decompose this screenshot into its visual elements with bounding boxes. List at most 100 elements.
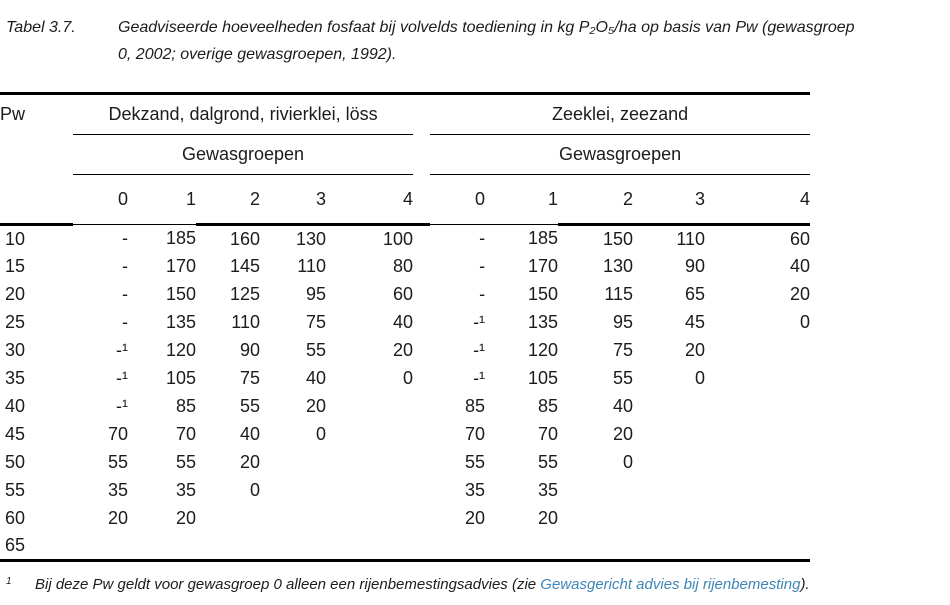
value-cell bbox=[485, 532, 559, 562]
crop-groups-left-label: Gewasgroepen bbox=[73, 134, 414, 175]
value-cell: 65 bbox=[685, 284, 706, 304]
value-cell: 70 bbox=[465, 424, 486, 444]
column-header: 4 bbox=[326, 174, 414, 226]
value-cell: 20 bbox=[613, 424, 634, 444]
value-cell: - bbox=[479, 284, 486, 304]
value-cell: 100 bbox=[383, 228, 414, 249]
footnote: 1 Bij deze Pw geldt voor gewasgroep 0 al… bbox=[6, 576, 950, 593]
soil-group-header-row: Pw Dekzand, dalgrond, rivierklei, löss Z… bbox=[0, 93, 811, 135]
value-cell: 110 bbox=[676, 228, 706, 249]
group-gap bbox=[413, 393, 430, 421]
column-header: 1 bbox=[128, 174, 196, 225]
value-cell bbox=[705, 532, 811, 562]
value-cell bbox=[558, 477, 633, 505]
value-cell: 20 bbox=[393, 340, 414, 360]
footnote-text: Bij deze Pw geldt voor gewasgroep 0 alle… bbox=[35, 576, 810, 593]
value-cell: 70 bbox=[538, 424, 559, 444]
pw-value: 15 bbox=[5, 256, 26, 276]
value-cell: 20 bbox=[107, 508, 128, 528]
value-cell: 95 bbox=[305, 284, 326, 304]
value-cell: 130 bbox=[295, 228, 326, 249]
value-cell: 20 bbox=[685, 340, 706, 360]
value-cell bbox=[633, 532, 706, 562]
value-cell: 75 bbox=[613, 340, 634, 360]
value-cell bbox=[705, 393, 810, 421]
value-cell: 170 bbox=[528, 256, 559, 276]
table-caption-line2: 0, 2002; overige gewasgroepen, 1992). bbox=[118, 46, 397, 63]
pw-value: 45 bbox=[5, 424, 26, 444]
value-cell: 90 bbox=[239, 340, 260, 360]
value-cell: 40 bbox=[393, 312, 414, 332]
value-cell bbox=[633, 505, 705, 533]
value-cell bbox=[326, 532, 414, 562]
value-cell bbox=[558, 532, 634, 562]
group-gap bbox=[413, 532, 431, 562]
value-cell bbox=[128, 532, 196, 562]
group-gap bbox=[413, 449, 430, 477]
value-cell: 45 bbox=[685, 312, 706, 332]
pw-value: 10 bbox=[5, 228, 26, 249]
value-cell: - bbox=[122, 312, 128, 332]
value-cell: 80 bbox=[393, 256, 414, 276]
column-header: 3 bbox=[260, 174, 326, 226]
value-cell bbox=[705, 337, 810, 365]
column-header: 1 bbox=[485, 174, 559, 225]
value-cell: 20 bbox=[538, 508, 559, 528]
value-cell: 60 bbox=[393, 284, 414, 304]
value-cell: 110 bbox=[297, 256, 326, 276]
pw-value: 20 bbox=[5, 284, 26, 304]
value-cell: 90 bbox=[685, 256, 706, 276]
table-row: 20 - 150 125 95 60 - 150 115 65 20 bbox=[0, 281, 810, 309]
crop-groups-right-label: Gewasgroepen bbox=[430, 134, 811, 175]
value-cell: 55 bbox=[175, 452, 196, 472]
value-cell: - bbox=[479, 228, 486, 249]
value-cell bbox=[633, 477, 705, 505]
empty-cell bbox=[0, 174, 73, 226]
value-cell: 20 bbox=[175, 508, 196, 528]
value-cell: 0 bbox=[800, 312, 811, 332]
table-caption: Tabel 3.7. Geadviseerde hoeveelheden fos… bbox=[0, 0, 950, 68]
value-cell bbox=[430, 532, 486, 562]
value-cell bbox=[705, 505, 810, 533]
soil-group-left-label: Dekzand, dalgrond, rivierklei, löss bbox=[73, 93, 414, 135]
value-cell bbox=[326, 421, 413, 449]
value-cell: - bbox=[122, 284, 128, 304]
value-cell: 150 bbox=[528, 284, 559, 304]
value-cell: 0 bbox=[623, 452, 634, 472]
value-cell bbox=[633, 449, 705, 477]
value-cell bbox=[705, 365, 810, 393]
group-gap bbox=[413, 174, 431, 226]
value-cell bbox=[705, 449, 810, 477]
value-cell bbox=[260, 505, 326, 533]
value-cell: 85 bbox=[538, 396, 559, 416]
group-gap bbox=[413, 477, 430, 505]
value-cell bbox=[260, 532, 326, 562]
footnote-link[interactable]: Gewasgericht advies bij rijenbemesting bbox=[540, 576, 801, 593]
value-cell: 55 bbox=[613, 368, 634, 388]
value-cell: 0 bbox=[249, 480, 260, 500]
table-row: 45 70 70 40 0 70 70 20 bbox=[0, 421, 810, 449]
value-cell: 125 bbox=[229, 284, 260, 304]
column-header: 3 bbox=[633, 174, 706, 226]
column-header: 2 bbox=[196, 174, 260, 226]
value-cell: -¹ bbox=[116, 340, 128, 360]
value-cell: 20 bbox=[305, 396, 326, 416]
value-cell bbox=[705, 421, 810, 449]
value-cell: 145 bbox=[229, 256, 260, 276]
group-gap bbox=[413, 253, 430, 281]
value-cell: 185 bbox=[165, 228, 196, 249]
value-cell bbox=[326, 393, 413, 421]
pw-column-header: Pw bbox=[0, 104, 26, 125]
group-gap bbox=[413, 421, 430, 449]
value-cell: -¹ bbox=[473, 368, 486, 388]
value-cell bbox=[633, 421, 705, 449]
value-cell: 55 bbox=[305, 340, 326, 360]
value-cell: 150 bbox=[603, 228, 634, 249]
value-cell: 35 bbox=[465, 480, 486, 500]
value-cell: -¹ bbox=[116, 368, 128, 388]
value-cell: 40 bbox=[790, 256, 811, 276]
pw-value: 40 bbox=[5, 396, 26, 416]
value-cell: 40 bbox=[613, 396, 634, 416]
column-header: 0 bbox=[430, 174, 486, 225]
